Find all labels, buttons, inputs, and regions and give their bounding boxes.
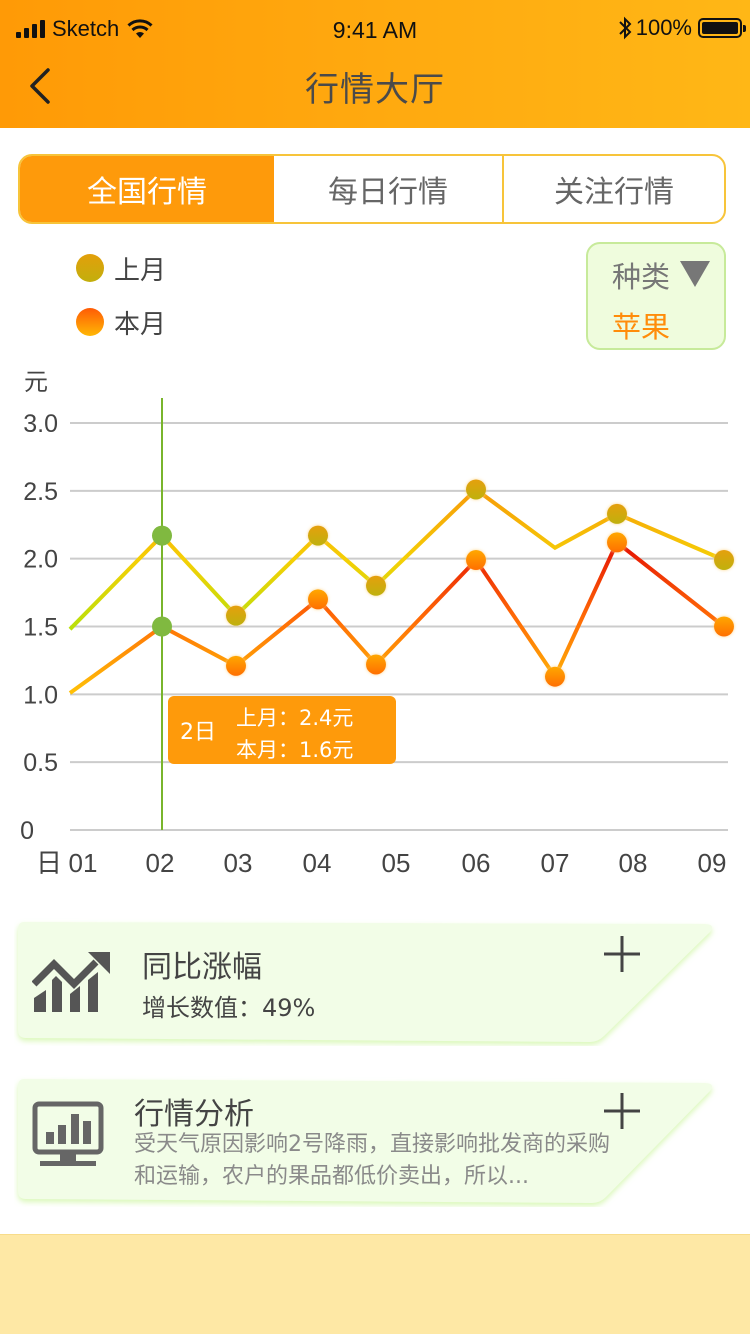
legend-item-last-month: 上月	[76, 250, 166, 286]
svg-text:03: 03	[224, 848, 253, 878]
svg-text:0.5: 0.5	[23, 749, 58, 777]
status-right: 100%	[618, 15, 746, 41]
tab-national-market[interactable]: 全国行情	[20, 156, 274, 222]
legend-dot-icon	[76, 308, 104, 336]
analysis-description: 受天气原因影响2号降雨，直接影响批发商的采购和运输，农户的果品都低价卖出，所以.…	[134, 1132, 610, 1189]
legend-dot-icon	[76, 254, 104, 282]
data-point-marker[interactable]	[226, 605, 246, 626]
legend-label: 本月	[114, 309, 167, 340]
legend-label: 上月	[114, 255, 167, 286]
legend-item-this-month: 本月	[76, 304, 166, 340]
expand-plus-icon[interactable]	[602, 934, 642, 974]
battery-percent: 100%	[635, 15, 692, 40]
data-point-marker[interactable]	[152, 616, 172, 637]
data-point-marker[interactable]	[308, 525, 328, 546]
trend-up-bars-icon	[32, 952, 110, 1012]
bluetooth-icon	[619, 16, 632, 40]
svg-text:3.0: 3.0	[23, 410, 58, 438]
back-button[interactable]	[22, 62, 58, 110]
data-point-marker[interactable]	[466, 550, 486, 571]
chart-legend: 上月 本月	[76, 250, 166, 358]
data-point-marker[interactable]	[607, 503, 627, 524]
bottom-bar	[0, 1234, 750, 1334]
yoy-growth-card[interactable]: 同比涨幅 增长数值：49%	[14, 918, 718, 1046]
market-tabs: 全国行情 每日行情 关注行情	[18, 154, 726, 224]
svg-text:日: 日	[36, 849, 62, 879]
svg-text:1.5: 1.5	[23, 614, 58, 642]
tab-followed-market[interactable]: 关注行情	[554, 175, 674, 210]
card-background	[18, 1079, 712, 1203]
status-left: Sketch	[16, 16, 153, 42]
svg-text:06: 06	[462, 848, 491, 878]
data-point-marker[interactable]	[152, 525, 172, 546]
tab-daily-market[interactable]: 每日行情	[274, 156, 504, 222]
top-header: Sketch 9:41 AM 100% 行情大厅	[0, 0, 750, 128]
status-bar: Sketch 9:41 AM 100%	[0, 0, 750, 60]
price-line-chart[interactable]: 元 0 0.5 1.0 1.5 2.0 2.5 3.0 日 01 02 03 04 05 06 07 08 09 …	[0, 360, 750, 890]
monitor-chart-icon	[32, 1101, 104, 1166]
wifi-icon	[127, 19, 153, 38]
battery-icon	[698, 18, 746, 38]
category-label: 种类	[612, 260, 671, 294]
page-title: 行情大厅	[305, 70, 445, 110]
card-background	[18, 922, 712, 1042]
category-value: 苹果	[612, 310, 671, 344]
tooltip-this-month: 本月：1.6元	[236, 738, 354, 762]
data-point-marker[interactable]	[466, 479, 486, 500]
svg-text:08: 08	[619, 848, 648, 878]
svg-text:05: 05	[382, 848, 411, 878]
svg-text:09: 09	[698, 848, 727, 878]
data-point-marker[interactable]	[607, 532, 627, 553]
svg-text:07: 07	[541, 848, 570, 878]
svg-text:01: 01	[69, 848, 98, 878]
market-analysis-card[interactable]: 行情分析 受天气原因影响2号降雨，直接影响批发商的采购和运输，农户的果品都低价卖…	[14, 1075, 718, 1207]
svg-text:04: 04	[303, 848, 332, 878]
signal-icon	[16, 20, 45, 38]
card-title: 行情分析	[134, 1097, 254, 1132]
expand-plus-icon[interactable]	[602, 1091, 642, 1131]
data-point-marker[interactable]	[308, 589, 328, 610]
data-point-marker[interactable]	[226, 655, 246, 676]
category-dropdown[interactable]: 种类 苹果	[586, 242, 726, 350]
tooltip-last-month: 上月：2.4元	[236, 706, 354, 730]
data-point-marker[interactable]	[366, 575, 386, 596]
growth-value: 增长数值：49%	[142, 994, 316, 1022]
data-point-marker[interactable]	[714, 616, 734, 637]
data-point-marker[interactable]	[366, 654, 386, 675]
svg-text:1.0: 1.0	[23, 681, 58, 709]
data-point-marker[interactable]	[545, 666, 565, 687]
carrier-label: Sketch	[52, 16, 120, 41]
svg-text:2.0: 2.0	[23, 546, 58, 574]
svg-text:元: 元	[24, 368, 48, 396]
triangle-down-icon	[680, 261, 710, 287]
card-title: 同比涨幅	[142, 950, 262, 985]
svg-text:2.5: 2.5	[23, 478, 58, 506]
svg-text:02: 02	[146, 848, 175, 878]
svg-text:0: 0	[20, 817, 34, 845]
chart-canvas[interactable]: 元 0 0.5 1.0 1.5 2.0 2.5 3.0 日 01 02 03 04 05 06 07 08 09	[0, 360, 750, 890]
chart-tooltip: 2日 上月：2.4元 本月：1.6元	[168, 696, 396, 764]
data-point-marker[interactable]	[714, 550, 734, 571]
tooltip-day: 2日	[180, 720, 216, 745]
